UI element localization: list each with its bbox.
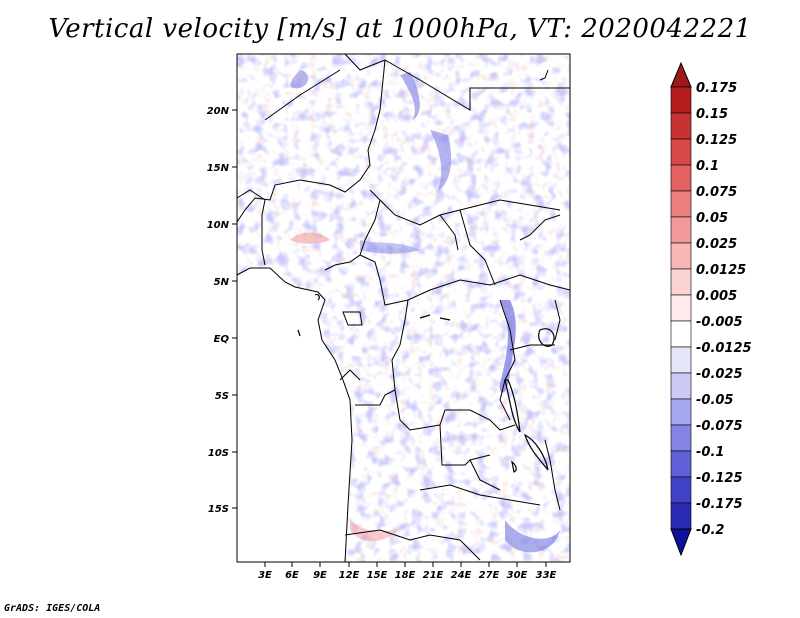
lat-label: 20N	[207, 106, 230, 117]
map-title: Vertical velocity [m/s] at 1000hPa, VT: …	[48, 14, 752, 44]
colorbar-label: -0.025	[696, 367, 743, 382]
colorbar-label: -0.1	[696, 445, 724, 460]
colorbar-segment	[670, 502, 692, 530]
lon-label: 24E	[451, 570, 472, 581]
lat-label: 5S	[215, 391, 229, 402]
lon-label: 3E	[258, 570, 272, 581]
colorbar-label: 0.075	[696, 185, 737, 200]
lat-label: EQ	[214, 334, 230, 345]
colorbar-label: -0.075	[696, 419, 743, 434]
lon-label: 30E	[507, 570, 528, 581]
colorbar-label: 0.025	[696, 237, 737, 252]
colorbar-segment	[670, 216, 692, 244]
colorbar-segment	[670, 320, 692, 348]
lon-label: 15E	[367, 570, 388, 581]
colorbar-label: 0.1	[696, 159, 719, 174]
lat-axis: 20N 15N 10N 5N EQ 5S 10S 15S	[207, 106, 237, 515]
colorbar-segment	[670, 268, 692, 296]
colorbar-segment	[670, 138, 692, 166]
colorbar-top-arrow	[670, 61, 692, 88]
lon-label: 27E	[479, 570, 500, 581]
lat-label: 10N	[207, 220, 230, 231]
colorbar-segment	[670, 190, 692, 218]
colorbar-segment	[670, 112, 692, 140]
colorbar-segment	[670, 398, 692, 426]
colorbar: 0.175 0.15 0.125 0.1 0.075 0.05 0.025 0.…	[670, 61, 752, 557]
colorbar-label: -0.2	[696, 523, 724, 538]
colorbar-label: 0.175	[696, 81, 737, 96]
colorbar-label: 0.005	[696, 289, 737, 304]
colorbar-segment	[670, 372, 692, 400]
colorbar-label: 0.125	[696, 133, 737, 148]
colorbar-segment	[670, 346, 692, 374]
grads-credit: GrADS: IGES/COLA	[4, 603, 101, 614]
country-borders	[236, 53, 571, 563]
colorbar-bottom-arrow	[670, 528, 692, 557]
colorbar-segment	[670, 450, 692, 478]
colorbar-label: -0.125	[696, 471, 743, 486]
colorbar-label: 0.0125	[696, 263, 746, 278]
colorbar-segment	[670, 242, 692, 270]
colorbar-label: -0.175	[696, 497, 743, 512]
colorbar-label: -0.005	[696, 315, 743, 330]
colorbar-segment	[670, 86, 692, 114]
lon-axis: 3E 6E 9E 12E 15E 18E 21E 24E 27E 30E 33E	[258, 562, 557, 581]
lat-label: 10S	[208, 448, 229, 459]
lon-label: 18E	[395, 570, 416, 581]
colorbar-segment	[670, 294, 692, 322]
colorbar-label: -0.0125	[696, 341, 752, 356]
colorbar-label: 0.05	[696, 211, 728, 226]
lat-label: 5N	[214, 277, 230, 288]
colorbar-label: 0.15	[696, 107, 728, 122]
map-frame	[236, 53, 571, 563]
lakes	[297, 293, 555, 473]
colorbar-segment	[670, 164, 692, 192]
velocity-field	[237, 54, 570, 562]
lon-label: 6E	[285, 570, 299, 581]
colorbar-label: -0.05	[696, 393, 733, 408]
colorbar-segment	[670, 476, 692, 504]
lon-label: 21E	[423, 570, 444, 581]
lon-label: 9E	[313, 570, 327, 581]
colorbar-segment	[670, 424, 692, 452]
lat-label: 15S	[208, 504, 229, 515]
lon-label: 12E	[339, 570, 360, 581]
lat-label: 15N	[207, 163, 230, 174]
lon-label: 33E	[536, 570, 557, 581]
